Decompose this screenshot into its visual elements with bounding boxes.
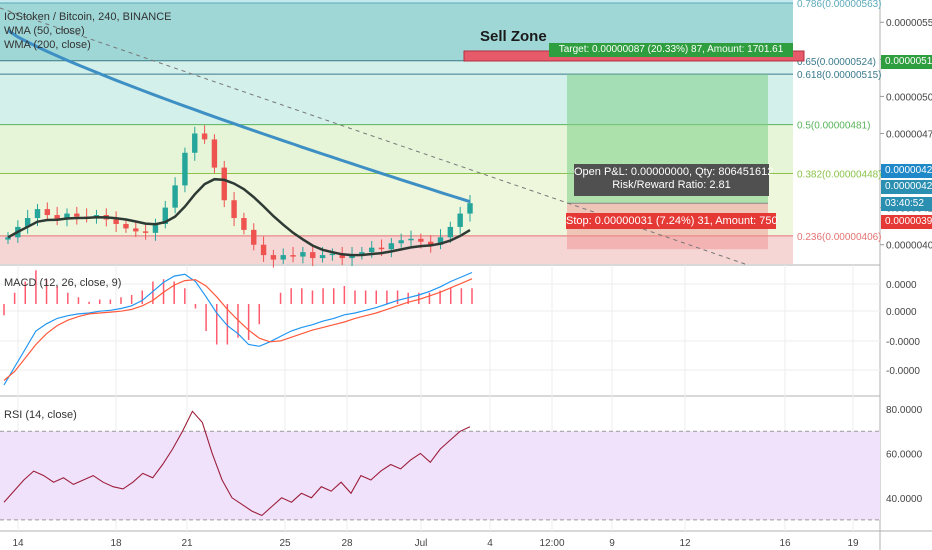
stop-price-tag: 0.00000397 xyxy=(881,215,932,229)
candle-body xyxy=(359,252,365,256)
candle-body xyxy=(192,133,198,153)
candle-body xyxy=(74,213,80,217)
wma200-line xyxy=(7,29,471,204)
candle-body xyxy=(398,240,404,244)
candle-body xyxy=(447,226,454,238)
candle-body xyxy=(133,228,139,232)
wma200-legend[interactable]: WMA (200, close) xyxy=(4,39,91,51)
rsi-band xyxy=(0,431,880,520)
candle-body xyxy=(34,209,41,219)
candle-body xyxy=(280,255,286,260)
candle-body xyxy=(418,238,424,242)
time-tick-label: 12:00 xyxy=(539,538,564,549)
candle-body xyxy=(44,209,51,216)
fib-level-label: 0.786(0.00000563) xyxy=(797,0,882,10)
target-label[interactable]: Target: 0.00000087 (20.33%) 87, Amount: … xyxy=(549,43,793,57)
wma-price-tag: 0.00000428 xyxy=(881,180,932,194)
candle-body xyxy=(142,231,149,233)
time-tick-label: 14 xyxy=(12,538,24,549)
candle-body xyxy=(162,207,168,224)
sell-zone-label: Sell Zone xyxy=(480,28,547,45)
time-tick-label: 28 xyxy=(341,538,353,549)
pnl-line: Open P&L: 0.00000000, Qty: 806451612 xyxy=(574,166,774,178)
time-tick-label: 25 xyxy=(279,538,291,549)
rsi-legend[interactable]: RSI (14, close) xyxy=(4,409,77,421)
candle-body xyxy=(211,139,218,168)
macd-tick-label: 0.0000 xyxy=(886,307,917,318)
candle-body xyxy=(201,133,208,140)
rsi-tick-label: 80.0000 xyxy=(886,405,923,416)
candle-body xyxy=(182,152,188,186)
candle-body xyxy=(310,252,316,259)
candle-body xyxy=(113,219,119,224)
risk-reward-line: Risk/Reward Ratio: 2.81 xyxy=(612,179,731,191)
time-tick-label: 9 xyxy=(609,538,615,549)
candle-body xyxy=(319,255,326,259)
symbol-label[interactable]: IOStoken / Bitcoin, 240, BINANCE xyxy=(4,11,172,23)
macd-legend[interactable]: MACD (12, 26, close, 9) xyxy=(4,277,122,289)
candle-body xyxy=(24,218,31,227)
candle-body xyxy=(427,241,434,245)
macd-tick-label: 0.0000 xyxy=(886,280,917,291)
candle-body xyxy=(368,247,375,253)
main-legend: IOStoken / Bitcoin, 240, BINANCE WMA (50… xyxy=(4,10,172,52)
time-tick-label: 16 xyxy=(779,538,791,549)
fib-level-label: 0.236(0.00000406) xyxy=(797,232,882,243)
candle-body xyxy=(437,237,444,245)
candle-body xyxy=(300,252,306,257)
time-tick-label: 18 xyxy=(110,538,122,549)
fib-band xyxy=(0,0,793,3)
macd-line xyxy=(3,271,473,386)
signal-line xyxy=(3,278,473,381)
wma50-line xyxy=(7,177,471,257)
candle-body xyxy=(221,167,227,201)
candle-body xyxy=(329,253,336,256)
time-tick-label: 12 xyxy=(679,538,691,549)
candle-body xyxy=(290,255,296,257)
candle-body xyxy=(378,247,385,250)
target-price-tag: 0.00000515 xyxy=(881,55,932,69)
rsi-tick-label: 40.0000 xyxy=(886,494,923,505)
stop-label[interactable]: Stop: 0.00000031 (7.24%) 31, Amount: 750 xyxy=(566,213,778,229)
time-tick-label: Jul xyxy=(415,538,428,549)
candle-body xyxy=(172,185,178,208)
fib-level-label: 0.382(0.00000448) xyxy=(797,170,882,181)
candle-body xyxy=(251,229,257,245)
candle-body xyxy=(241,218,247,230)
wma50-legend[interactable]: WMA (50, close) xyxy=(4,25,85,37)
candle-body xyxy=(467,203,473,214)
pnl-label[interactable]: Open P&L: 0.00000000, Qty: 806451612 Ris… xyxy=(574,164,774,196)
candle-body xyxy=(64,213,70,220)
candle-body xyxy=(231,200,237,219)
candle-body xyxy=(270,255,277,260)
fib-level-label: 0.618(0.00000515) xyxy=(797,70,882,81)
rsi-tick-label: 60.0000 xyxy=(886,449,923,460)
price-tick-label: 0.00000475 xyxy=(886,129,932,140)
candle-body xyxy=(388,243,395,250)
candle-body xyxy=(123,223,129,229)
current-price-tag: 0.00000428 xyxy=(881,164,932,178)
macd-tick-label: -0.0000 xyxy=(886,366,920,377)
candle-body xyxy=(457,213,463,227)
time-tick-label: 19 xyxy=(847,538,859,549)
candle-body xyxy=(408,238,414,241)
candle-body xyxy=(349,255,355,259)
candle-body xyxy=(54,215,60,220)
rsi-line xyxy=(3,410,471,517)
macd-tick-label: -0.0000 xyxy=(886,337,920,348)
countdown-tag: 03:40:52 xyxy=(881,197,932,211)
fib-level-label: 0.65(0.00000524) xyxy=(797,57,876,68)
candle-body xyxy=(5,237,11,240)
candle-body xyxy=(339,253,345,259)
candle-body xyxy=(260,244,267,256)
candle-body xyxy=(152,223,159,233)
fib-level-label: 0.5(0.00000481) xyxy=(797,121,870,132)
time-tick-label: 4 xyxy=(487,538,493,549)
time-tick-label: 21 xyxy=(181,538,193,549)
